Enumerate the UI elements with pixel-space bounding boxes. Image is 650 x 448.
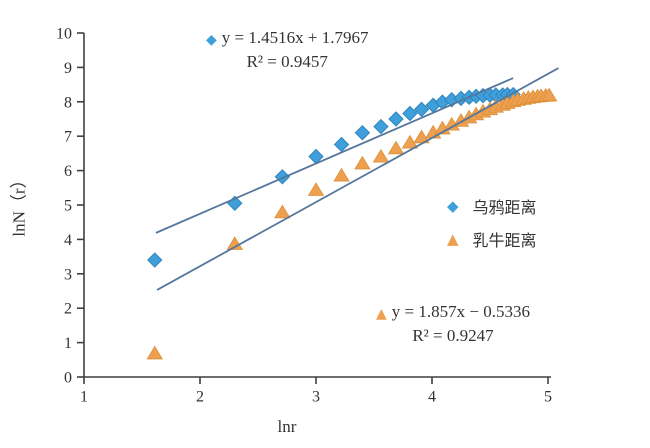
data-point-cow <box>540 87 558 102</box>
x-tick-label: 5 <box>544 388 552 405</box>
data-point-cow <box>354 155 371 170</box>
triangle-icon: ▲ <box>447 230 459 248</box>
y-axis-title: lnN（r） <box>9 171 29 237</box>
trendline-equation-crow: y = 1.4516x + 1.7967 <box>221 28 369 47</box>
data-point-cow <box>333 167 350 182</box>
data-point-cow <box>226 236 244 250</box>
x-tick-label: 3 <box>312 388 320 405</box>
data-point-cow <box>387 140 405 155</box>
data-point-cow <box>146 345 163 360</box>
y-tick-label: 9 <box>64 60 72 77</box>
trendline-label-cow: ▲ y = 1.857x − 0.5336 R² = 0.9247 <box>376 301 530 347</box>
data-point-crow <box>402 105 418 122</box>
x-tick-label: 2 <box>196 388 204 405</box>
diamond-icon: ◆ <box>206 32 217 48</box>
x-tick-label: 1 <box>80 388 88 405</box>
x-tick-label: 4 <box>428 388 436 405</box>
y-tick-label: 8 <box>64 94 72 111</box>
y-tick-label: 10 <box>56 26 72 43</box>
y-tick-label: 0 <box>64 370 72 387</box>
trendline-equation-row-cow: ▲ y = 1.857x − 0.5336 <box>376 301 530 325</box>
triangle-icon: ▲ <box>376 306 387 322</box>
data-point-crow <box>373 118 389 135</box>
diamond-icon: ◆ <box>447 197 459 215</box>
data-point-cow <box>401 134 419 149</box>
legend-label-crow: 乌鸦距离 <box>472 200 537 217</box>
data-point-cow <box>372 148 390 163</box>
data-point-cow <box>274 204 291 219</box>
y-tick-label: 4 <box>64 232 72 249</box>
trendline-r2-crow: R² = 0.9457 <box>246 52 328 71</box>
y-tick-label: 5 <box>64 198 72 215</box>
data-point-crow <box>354 125 371 141</box>
trendline-r2-cow: R² = 0.9247 <box>412 326 494 345</box>
trendline-crow <box>155 77 514 234</box>
data-point-crow <box>413 101 430 118</box>
data-point-crow <box>147 252 163 268</box>
data-point-crow <box>388 111 404 127</box>
trendline-label-crow: ◆ y = 1.4516x + 1.7967 R² = 0.9457 <box>206 27 368 73</box>
x-axis-title: lnr <box>277 417 297 436</box>
legend: ◆ 乌鸦距离 ▲ 乳牛距离 <box>447 194 537 251</box>
data-point-crow <box>333 136 350 153</box>
data-point-cow <box>307 182 325 196</box>
y-tick-label: 1 <box>64 335 72 352</box>
trendline-equation-row-crow: ◆ y = 1.4516x + 1.7967 <box>206 27 368 51</box>
trendline-cow <box>156 67 559 291</box>
y-tick-label: 3 <box>64 266 72 283</box>
y-tick-label: 7 <box>64 129 72 146</box>
y-tick-label: 6 <box>64 163 72 180</box>
legend-item-crow: ◆ 乌鸦距离 <box>447 194 537 218</box>
y-tick-label: 2 <box>64 301 72 318</box>
legend-item-cow: ▲ 乳牛距离 <box>447 227 537 251</box>
legend-label-cow: 乳牛距离 <box>472 233 537 250</box>
trendline-equation-cow: y = 1.857x − 0.5336 <box>391 302 530 321</box>
